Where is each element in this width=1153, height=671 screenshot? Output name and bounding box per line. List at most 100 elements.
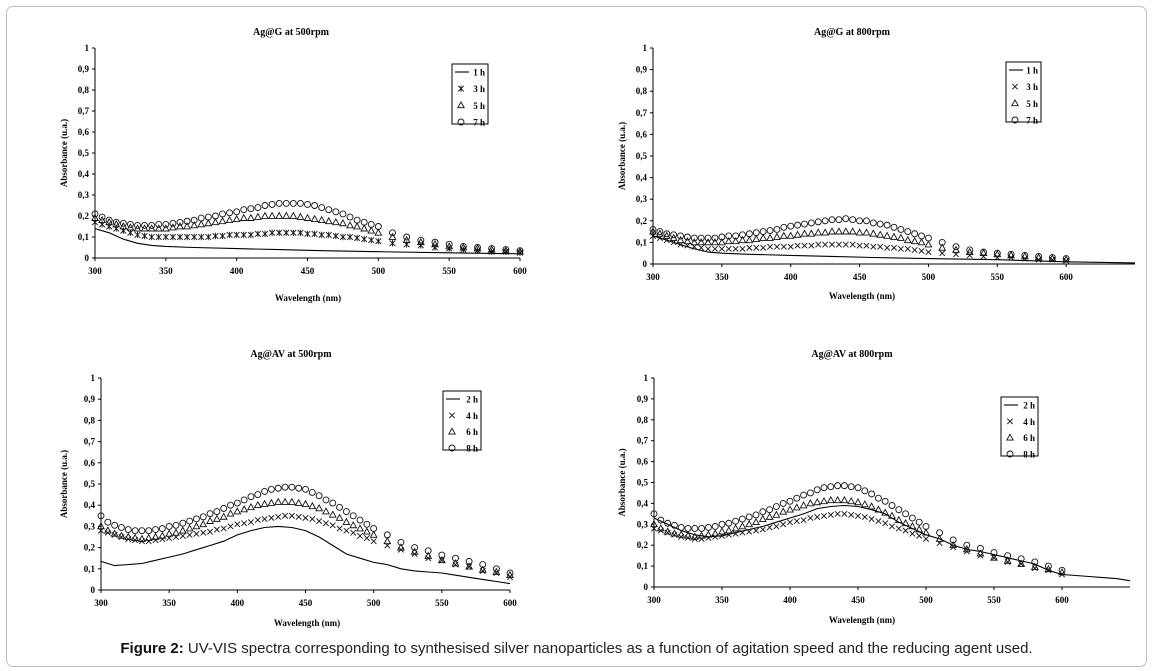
data-point [303, 213, 312, 221]
data-point [888, 523, 896, 530]
chart-3: Ag@AV at 500rpm 0 0,1 0,2 0,3 0,4 0,5 0,6 0,7 0,8… [59, 349, 517, 628]
data-point [247, 231, 254, 239]
data-point [1062, 255, 1070, 263]
x-tick-label: 350 [715, 595, 729, 605]
data-point [325, 231, 332, 239]
data-point [690, 234, 698, 242]
data-point [881, 508, 890, 516]
data-point [1031, 558, 1039, 566]
x-tick-label: 350 [159, 266, 173, 276]
data-point [297, 229, 304, 236]
data-point [91, 213, 99, 221]
data-point [888, 502, 896, 509]
data-point [909, 530, 916, 537]
data-point [908, 522, 917, 530]
y-axis-label: Absorbance (u.a.) [617, 448, 627, 516]
data-point [190, 216, 198, 224]
series-6h [97, 497, 514, 579]
data-point [199, 519, 208, 528]
data-point [200, 529, 207, 536]
data-point [112, 218, 120, 226]
data-point [172, 528, 180, 536]
data-point [162, 220, 170, 228]
y-tick-label: 0,5 [78, 148, 90, 158]
y-tick-label: 1 [91, 373, 96, 383]
chart-4: Ag@AV at 800rpm 0 0,1 0,2 0,3 0,4 0,5 0,6 0,7 0,8… [617, 349, 1131, 625]
x-tick-label: 600 [503, 598, 517, 608]
data-point [424, 551, 433, 559]
data-point [206, 510, 214, 518]
y-tick-label: 0,9 [636, 65, 648, 75]
data-point [883, 231, 892, 239]
data-point [963, 541, 971, 549]
data-point [876, 220, 884, 228]
data-point [134, 221, 141, 229]
data-point [904, 228, 912, 236]
data-point [98, 213, 106, 221]
data-point [261, 202, 269, 209]
data-point [159, 536, 166, 543]
data-point [938, 243, 947, 251]
data-point [246, 213, 255, 221]
data-point [254, 204, 262, 212]
legend-label: 4 h [466, 411, 478, 421]
data-point [896, 233, 905, 241]
series-7h [649, 215, 1070, 263]
data-point [895, 525, 902, 532]
data-point [1020, 252, 1029, 260]
data-point [793, 230, 802, 238]
data-point [976, 544, 984, 552]
data-point [212, 514, 221, 522]
data-point [815, 241, 822, 248]
data-point [144, 533, 153, 541]
data-point [169, 219, 177, 227]
data-point [370, 538, 377, 545]
data-point [349, 521, 358, 529]
data-point [185, 524, 194, 532]
data-point [863, 217, 870, 225]
data-point [218, 216, 227, 225]
figure-caption: Figure 2: UV-VIS spectra corresponding t… [0, 640, 1153, 657]
legend-label: 8 h [466, 444, 478, 454]
legend-box [1005, 61, 1042, 123]
data-point [161, 224, 170, 232]
data-point [918, 232, 925, 240]
series-line [100, 525, 511, 585]
data-point [363, 520, 371, 528]
data-point [465, 562, 474, 570]
data-point [842, 215, 850, 223]
data-point [966, 252, 973, 259]
data-point [793, 518, 800, 525]
data-point [814, 513, 821, 521]
data-point [239, 213, 248, 221]
legend: 2 h 4 h 6 h 8 h [442, 390, 482, 454]
data-point [465, 557, 473, 565]
data-point [854, 512, 862, 519]
data-point [738, 522, 747, 530]
data-point [841, 510, 848, 517]
y-tick-label: 0,2 [636, 216, 648, 226]
data-point [820, 484, 828, 492]
chart-title: Ag@AV at 800rpm [811, 349, 893, 360]
data-point [807, 219, 815, 227]
data-point [820, 496, 828, 505]
chart-1: Ag@G at 500rpm 0 0,1 0,2 0,3 0,4 0,5 0,6 0,7 0,8 0… [59, 27, 527, 303]
series-line [653, 504, 1131, 582]
data-point [254, 491, 262, 499]
data-point [335, 513, 344, 521]
caption-label: Figure 2: [120, 640, 184, 657]
data-point [821, 217, 829, 225]
y-tick-label: 0,4 [84, 500, 96, 510]
data-point [416, 237, 425, 246]
data-point [253, 212, 262, 220]
data-point [854, 484, 862, 492]
data-point [452, 554, 459, 562]
series-3h [91, 219, 524, 256]
y-tick-label: 0,1 [637, 561, 649, 571]
series-3h [649, 232, 1070, 264]
data-point [289, 199, 297, 207]
data-point [204, 219, 213, 227]
data-point [356, 516, 364, 524]
y-tick-label: 0,3 [636, 194, 648, 204]
